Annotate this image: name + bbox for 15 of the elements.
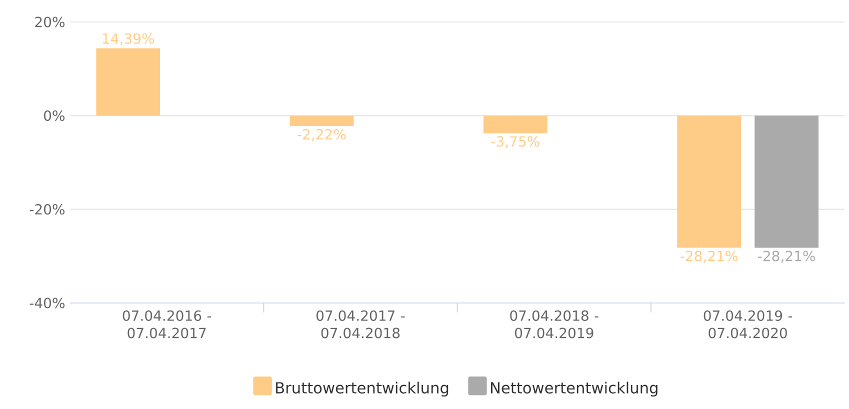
x-tick-label: 07.04.2018 - 07.04.2019 [510,310,598,338]
data-label: -28,21% [758,250,815,263]
y-tick-label: 20% [35,16,65,28]
x-tick-label: 07.04.2019 - 07.04.2020 [704,310,792,338]
x-tick-label: 07.04.2017 - 07.04.2018 [316,310,405,338]
y-tick-label: -20% [30,204,65,215]
legend-label: Bruttowertentwicklung [276,382,448,397]
y-tick-label: -40% [30,298,65,308]
data-label: -3,75% [491,136,540,148]
y-tick-label: 0% [44,110,65,121]
x-tick-label: 07.04.2016 - 07.04.2017 [122,310,212,338]
data-label: -28,21% [680,250,738,263]
data-label: 14,39% [102,33,154,46]
data-label: -2,22% [298,128,346,142]
legend-label: Nettowertentwicklung [490,382,658,397]
